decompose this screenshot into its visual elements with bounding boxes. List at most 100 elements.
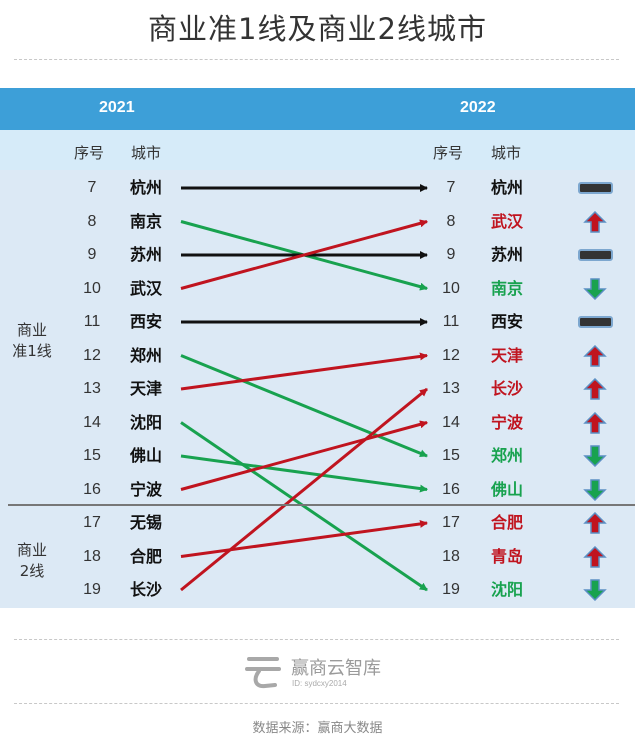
left-city: 合肥 (130, 546, 163, 566)
right-city: 苏州 (491, 245, 524, 264)
year-header-bar: 2021 2022 (0, 88, 635, 130)
left-city: 郑州 (130, 345, 163, 365)
rank-header-left: 序号 (74, 144, 105, 162)
rank-change-line-up (180, 519, 428, 558)
rank-up-arrow-icon (583, 512, 607, 534)
rank-up-arrow-icon (583, 210, 607, 233)
footer-divider-bottom (14, 703, 619, 704)
table-row: 9 苏州 9 苏州 (0, 243, 635, 267)
table-row: 15 佛山 15 郑州 (0, 444, 635, 468)
left-rank: 17 (83, 514, 101, 531)
left-rank: 7 (87, 179, 97, 196)
left-rank: 11 (83, 313, 101, 330)
left-rank: 9 (87, 246, 97, 263)
right-rank: 10 (442, 279, 460, 297)
right-city: 佛山 (491, 479, 524, 499)
table-row: 11 西安 11 西安 (0, 310, 635, 334)
rank-change-line-up (180, 219, 428, 290)
rank-change-line-up (180, 387, 428, 592)
left-city: 沈阳 (130, 412, 163, 432)
year-right: 2022 (460, 99, 496, 116)
left-rank: 18 (83, 547, 101, 565)
left-rank: 10 (83, 279, 101, 297)
right-rank: 8 (446, 212, 456, 230)
right-city: 长沙 (491, 379, 524, 398)
table-row: 8 南京 8 武汉 (0, 210, 635, 234)
data-source: 数据来源：赢商大数据 (252, 721, 383, 736)
no-change-icon (578, 316, 613, 328)
left-city: 南京 (130, 211, 163, 231)
left-city: 武汉 (130, 278, 163, 298)
right-rank: 18 (442, 547, 460, 565)
group-label-tier1-line-1: 商业 (16, 321, 47, 339)
left-rank: 14 (83, 413, 101, 431)
rank-change-line-down (180, 454, 428, 493)
year-left: 2021 (99, 99, 135, 116)
group-label-tier1-line-2: 准1线 (12, 342, 52, 360)
city-header-right: 城市 (491, 144, 522, 162)
logo-name: 赢商云智库 (291, 658, 381, 679)
rank-down-arrow-icon (583, 445, 607, 467)
rank-header-right: 序号 (433, 144, 464, 162)
right-city: 合肥 (491, 513, 524, 532)
table-row: 16 宁波 16 佛山 (0, 478, 635, 502)
rank-down-arrow-icon (583, 478, 607, 501)
right-city: 南京 (491, 278, 524, 298)
right-city: 郑州 (491, 446, 524, 465)
table-row: 18 合肥 18 青岛 (0, 545, 635, 569)
left-city: 苏州 (130, 245, 163, 264)
table-row: 19 长沙 19 沈阳 (0, 578, 635, 602)
logo-id: ID: sydcxy2014 (292, 679, 347, 688)
table-row: 7 杭州 7 杭州 (0, 176, 635, 200)
left-city: 天津 (130, 379, 163, 398)
right-rank: 9 (446, 246, 456, 263)
right-rank: 11 (442, 313, 460, 330)
no-change-icon (578, 249, 613, 261)
left-rank: 13 (83, 380, 101, 397)
group-label-tier2-line-1: 商业 (16, 541, 47, 559)
right-city: 武汉 (491, 211, 524, 231)
table-row: 10 武汉 10 南京 (0, 277, 635, 301)
rank-up-arrow-icon (583, 411, 607, 434)
chart-title: 商业准1线及商业2线城市 (148, 12, 487, 46)
table-row: 12 郑州 12 天津 (0, 344, 635, 368)
table-row: 14 沈阳 14 宁波 (0, 411, 635, 435)
left-rank: 12 (83, 346, 101, 364)
group-label-tier2: 商业 2线 (10, 540, 54, 582)
title-divider (14, 59, 619, 60)
right-city: 杭州 (491, 178, 524, 197)
right-rank: 12 (442, 346, 460, 364)
rank-up-arrow-icon (583, 344, 607, 367)
city-header-left: 城市 (131, 144, 162, 162)
left-city: 佛山 (130, 446, 163, 465)
left-rank: 8 (87, 212, 97, 230)
right-rank: 13 (442, 380, 460, 397)
right-city: 青岛 (491, 546, 524, 566)
logo-icon (245, 657, 281, 689)
rank-change-line-down (180, 354, 428, 458)
group-label-tier1: 商业准1线 (10, 320, 54, 362)
left-city: 杭州 (130, 178, 163, 197)
right-city: 西安 (491, 312, 524, 331)
rank-down-arrow-icon (583, 579, 607, 601)
right-city: 天津 (491, 345, 524, 365)
right-rank: 17 (442, 514, 460, 531)
group-label-tier2-line-2: 2线 (19, 562, 45, 580)
left-city: 长沙 (130, 580, 163, 599)
rank-change-line-up (180, 420, 428, 491)
no-change-icon (578, 182, 613, 194)
right-city: 沈阳 (491, 580, 524, 599)
right-rank: 16 (442, 480, 460, 498)
table-row: 13 天津 13 长沙 (0, 377, 635, 401)
left-rank: 16 (83, 480, 101, 498)
right-rank: 7 (446, 179, 456, 196)
rank-change-line-down (180, 421, 428, 592)
left-city: 宁波 (130, 479, 163, 499)
rank-change-line-up (180, 352, 428, 391)
left-city: 无锡 (130, 513, 163, 532)
table-row: 17 无锡 17 合肥 (0, 511, 635, 535)
rank-up-arrow-icon (583, 545, 607, 568)
column-header-row: 序号 城市 序号 城市 (0, 130, 635, 170)
right-rank: 14 (442, 413, 460, 431)
